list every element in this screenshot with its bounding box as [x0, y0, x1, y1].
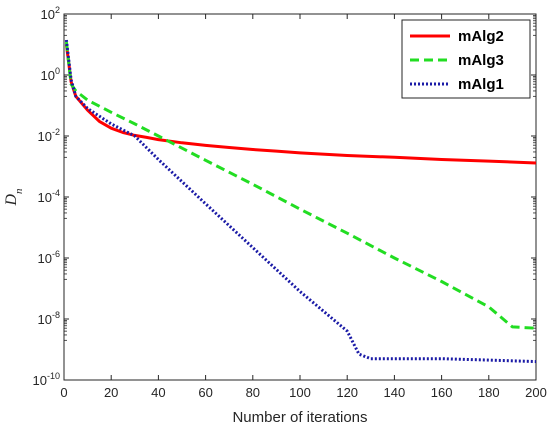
x-tick-label: 140: [384, 385, 406, 400]
y-tick-label: 10-2: [38, 127, 60, 144]
series-line-mAlg1: [64, 39, 537, 364]
legend-label-mAlg2: mAlg2: [458, 28, 504, 45]
y-tick-label: 10-4: [38, 188, 60, 205]
y-axis-title-subscript: n: [13, 188, 25, 194]
x-tick-label: 120: [336, 385, 358, 400]
y-axis-title: Dn: [3, 188, 25, 207]
series-layer: [64, 39, 537, 364]
y-axis: 102 100 10-2 10-4 10-6 10-8 10-10: [33, 5, 536, 388]
x-tick-label: 40: [151, 385, 165, 400]
x-tick-label: 80: [246, 385, 260, 400]
x-tick-label: 100: [289, 385, 311, 400]
x-tick-label: 60: [198, 385, 212, 400]
x-tick-label: 160: [431, 385, 453, 400]
y-tick-label: 10-6: [38, 249, 60, 266]
x-axis-title: Number of iterations: [232, 409, 367, 426]
x-axis: 0 20 40 60 80 100 120 140 160 180 200: [60, 14, 547, 400]
y-tick-label: 10-8: [38, 310, 60, 327]
x-tick-label: 200: [525, 385, 547, 400]
y-axis-title-main: D: [3, 194, 20, 207]
legend-label-mAlg1: mAlg1: [458, 76, 504, 93]
x-tick-label: 20: [104, 385, 118, 400]
y-tick-label: 102: [41, 5, 60, 22]
series-line-mAlg2: [64, 44, 537, 165]
y-tick-label: 100: [41, 66, 60, 83]
x-tick-label: 180: [478, 385, 500, 400]
x-tick-label: 0: [60, 385, 67, 400]
series-line-mAlg3: [64, 41, 537, 330]
y-tick-label: 10-10: [33, 371, 60, 388]
legend: mAlg2 mAlg3 mAlg1: [401, 19, 531, 99]
legend-label-mAlg3: mAlg3: [458, 52, 504, 69]
